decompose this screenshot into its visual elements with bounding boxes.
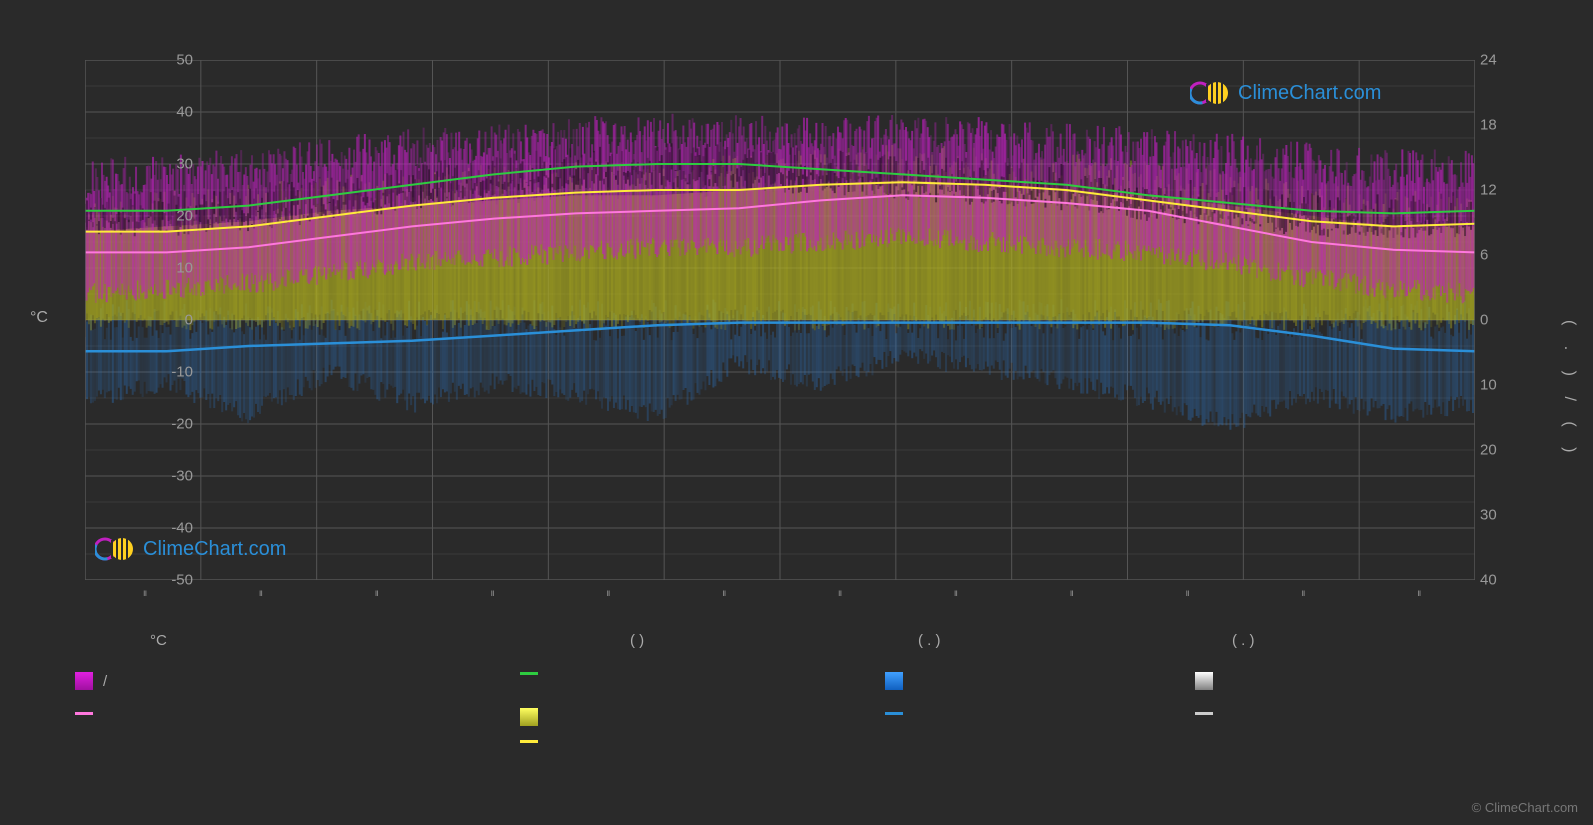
y-tick-right: 12 (1480, 182, 1497, 199)
legend-item (520, 708, 548, 726)
y-axis-right-title: ( . ) / ( ) (1560, 320, 1578, 460)
legend-item (885, 672, 913, 690)
y-tick-right: 20 (1480, 442, 1497, 459)
x-tick: ı ı (490, 588, 492, 599)
legend-item (75, 712, 103, 715)
x-tick: ı ı (1070, 588, 1072, 599)
legend-header-temp: °C (150, 632, 167, 649)
watermark-text: ClimeChart.com (143, 538, 286, 561)
y-tick-left: 40 (153, 104, 193, 121)
legend-line-icon (520, 672, 538, 675)
watermark-top: ClimeChart.com (1190, 78, 1381, 108)
logo-icon (1190, 78, 1230, 108)
y-tick-left: 20 (153, 208, 193, 225)
legend-item (520, 740, 548, 743)
chart-svg (85, 60, 1475, 580)
legend-header-col4: ( . ) (1232, 632, 1255, 649)
y-tick-right: 18 (1480, 117, 1497, 134)
x-tick: ı ı (1185, 588, 1187, 599)
y-tick-right: 40 (1480, 572, 1497, 589)
y-tick-left: -30 (153, 468, 193, 485)
legend-swatch-icon (75, 672, 93, 690)
x-tick: ı ı (838, 588, 840, 599)
legend-item (885, 712, 913, 715)
x-tick: ı ı (375, 588, 377, 599)
legend-swatch-icon (885, 672, 903, 690)
y-tick-right: 10 (1480, 377, 1497, 394)
watermark-text: ClimeChart.com (1238, 82, 1381, 105)
legend-header-col3: ( . ) (918, 632, 941, 649)
legend-label: / (103, 673, 107, 690)
x-tick: ı ı (259, 588, 261, 599)
chart-plot-area (85, 60, 1475, 580)
legend-line-icon (75, 712, 93, 715)
watermark-bottom: ClimeChart.com (95, 534, 286, 564)
footer-credit: © ClimeChart.com (1472, 800, 1578, 815)
y-tick-left: 30 (153, 156, 193, 173)
y-tick-right: 0 (1480, 312, 1488, 329)
y-tick-right: 24 (1480, 52, 1497, 69)
y-tick-left: 10 (153, 260, 193, 277)
legend-item (520, 672, 548, 675)
y-tick-right: 6 (1480, 247, 1488, 264)
x-tick: ı ı (143, 588, 145, 599)
y-tick-right: 30 (1480, 507, 1497, 524)
y-tick-left: 50 (153, 52, 193, 69)
x-tick: ı ı (606, 588, 608, 599)
y-tick-left: -50 (153, 572, 193, 589)
legend-item (1195, 672, 1223, 690)
y-axis-left-title: °C (30, 309, 48, 327)
legend-line-icon (1195, 712, 1213, 715)
y-tick-left: -10 (153, 364, 193, 381)
legend-swatch-icon (520, 708, 538, 726)
legend-item (1195, 712, 1223, 715)
y-tick-left: -20 (153, 416, 193, 433)
legend-item: / (75, 672, 107, 690)
legend-line-icon (520, 740, 538, 743)
x-tick: ı ı (722, 588, 724, 599)
x-tick: ı ı (1301, 588, 1303, 599)
legend-header-col2: ( ) (630, 632, 644, 649)
logo-icon (95, 534, 135, 564)
x-tick: ı ı (1417, 588, 1419, 599)
legend-swatch-icon (1195, 672, 1213, 690)
y-tick-left: 0 (153, 312, 193, 329)
x-tick: ı ı (954, 588, 956, 599)
legend-line-icon (885, 712, 903, 715)
